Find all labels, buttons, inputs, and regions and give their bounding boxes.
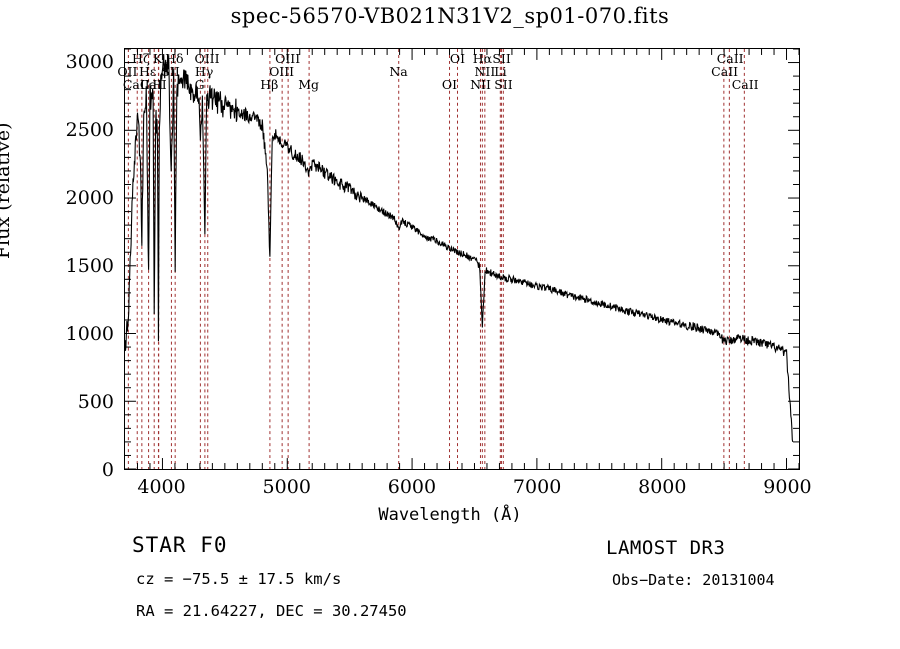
observation-date-label: Obs−Date: 20131004 xyxy=(612,571,775,589)
spectral-line-label: SII xyxy=(492,51,511,66)
spectral-line-label: OII xyxy=(117,64,138,79)
spectral-line-label: NII xyxy=(470,77,491,92)
y-tick-label: 1000 xyxy=(65,322,114,345)
y-tick-label: 500 xyxy=(77,390,114,413)
spectral-line-label: Li xyxy=(494,64,507,79)
spectral-line-label: CaII xyxy=(122,77,150,92)
spectral-line-label: CaII xyxy=(716,51,744,66)
y-tick-label: 3000 xyxy=(65,50,114,73)
y-tick-label: 2000 xyxy=(65,186,114,209)
plot-frame xyxy=(124,48,800,470)
spectral-line-label: OIII xyxy=(275,51,301,66)
spectral-line-label: Mg xyxy=(298,77,320,92)
spectral-line-label: OIII xyxy=(194,51,220,66)
x-tick-label: 4000 xyxy=(137,476,186,498)
x-tick-label: 6000 xyxy=(387,476,437,498)
spectral-line-label: Hζ xyxy=(132,51,150,66)
spectral-line-label: OI xyxy=(441,77,458,92)
y-tick-label: 2500 xyxy=(65,118,114,141)
spectral-line-label: Hδ xyxy=(165,51,184,66)
coordinates-label: RA = 21.64227, DEC = 30.27450 xyxy=(136,602,407,620)
spectral-line-label: CaII xyxy=(711,64,739,79)
spectral-line-label: Hα xyxy=(472,51,493,66)
x-tick-label: 9000 xyxy=(763,476,812,498)
survey-label: LAMOST DR3 xyxy=(606,537,726,559)
spectral-line-label: SII xyxy=(494,77,513,92)
spectral-line-label: NII xyxy=(474,64,496,79)
x-tick-marks xyxy=(136,49,799,469)
spectral-line-label: OIII xyxy=(269,64,295,79)
x-tick-label: 8000 xyxy=(638,476,687,498)
spectral-line-label: Hε xyxy=(138,64,157,79)
object-type-label: STAR F0 xyxy=(132,533,228,557)
spectral-line-label: Na xyxy=(389,64,408,79)
y-tick-label: 0 xyxy=(101,459,114,481)
spectral-line-label: SII xyxy=(161,64,180,79)
spectral-line-label: CaII xyxy=(139,77,167,92)
spectral-line-label: K xyxy=(152,51,163,66)
spectral-line-label: Hβ xyxy=(260,77,279,92)
page-title: spec-56570-VB021N31V2_sp01-070.fits xyxy=(230,4,670,28)
redshift-velocity-label: cz = −75.5 ± 17.5 km/s xyxy=(136,570,342,588)
x-axis-title: Wavelength (Å) xyxy=(378,505,522,525)
spectral-line-label: CaII xyxy=(731,77,759,92)
spectrum-trace xyxy=(125,54,793,442)
spectral-line-label: OI xyxy=(449,51,466,66)
spectrum-canvas xyxy=(125,49,799,469)
spectral-line-label: G xyxy=(194,77,205,92)
x-tick-label: 5000 xyxy=(262,476,311,498)
spectral-line-label: Hγ xyxy=(194,64,214,79)
y-axis-title: Flux (relative) xyxy=(0,122,14,260)
spectral-line-label: H xyxy=(152,77,164,92)
x-tick-label: 7000 xyxy=(512,476,562,498)
y-tick-marks xyxy=(125,49,799,469)
y-tick-label: 1500 xyxy=(65,254,114,277)
